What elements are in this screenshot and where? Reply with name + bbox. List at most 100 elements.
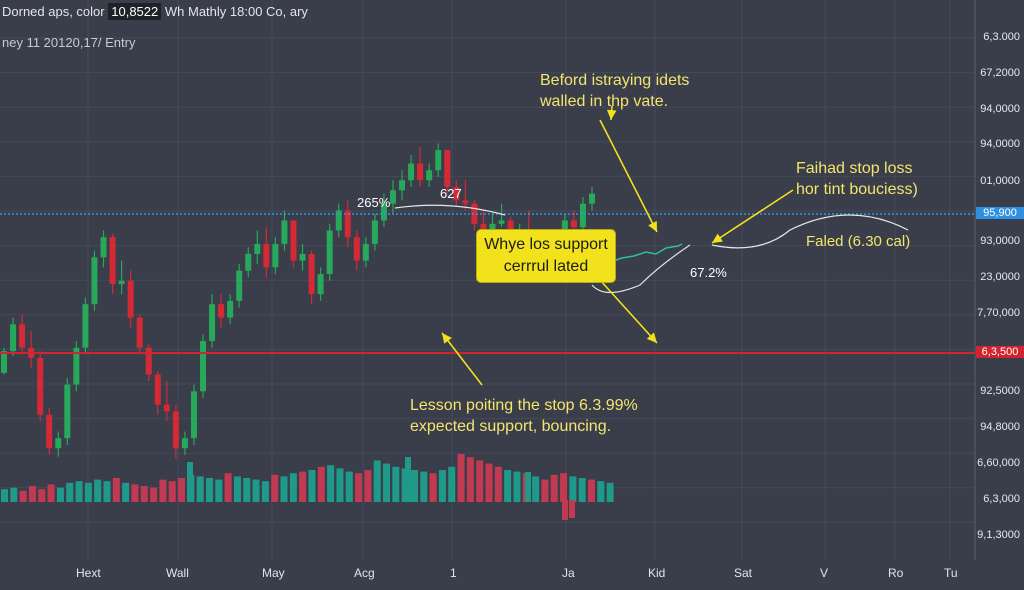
volume-bar xyxy=(364,470,372,502)
candle-body xyxy=(290,220,297,261)
volume-bar xyxy=(252,479,260,502)
volume-bar xyxy=(243,478,251,502)
candle-body xyxy=(426,170,433,181)
volume-bar xyxy=(56,487,64,502)
volume-bar xyxy=(122,482,130,502)
volume-bar xyxy=(532,476,540,502)
title-suffix: Wh Mathly 18:00 Co, ary xyxy=(164,4,308,19)
x-tick-label: 1 xyxy=(450,566,457,580)
y-tick-label: 67,2000 xyxy=(980,67,1020,79)
callout-line-2: cerrrul lated xyxy=(503,258,589,275)
volume-bar xyxy=(196,476,204,502)
bracket-curve xyxy=(394,204,506,216)
candle-body xyxy=(380,203,387,221)
volume-bar xyxy=(215,479,223,502)
candle-body xyxy=(263,243,270,268)
percent-peak-label: 627 xyxy=(440,186,462,201)
x-tick-label: Tu xyxy=(944,566,958,580)
top-annotation-line-1: Beford istraying idets xyxy=(540,72,690,89)
candle-body xyxy=(200,341,207,392)
arrow-head xyxy=(712,233,723,243)
volume-bar xyxy=(178,478,186,502)
volume-bar xyxy=(336,468,344,502)
candle-body xyxy=(145,347,152,375)
volume-bar xyxy=(438,470,446,502)
candle-body xyxy=(299,253,306,261)
candle-body xyxy=(344,210,351,238)
candle-body xyxy=(444,150,451,187)
bottom-annotation: Lesson poiting the stop 6.3.99% expected… xyxy=(410,395,638,437)
volume-bar xyxy=(466,457,474,502)
top-annotation: Beford istraying idets walled in thp vat… xyxy=(540,70,689,112)
candle-body xyxy=(46,414,53,449)
candle-body xyxy=(136,317,143,348)
candle-body xyxy=(317,274,324,295)
y-tick-label: 6,3,000 xyxy=(983,493,1020,505)
y-tick-label: 01,0000 xyxy=(980,175,1020,187)
candle-body xyxy=(236,270,243,301)
annotation-arrow xyxy=(441,332,483,386)
title-value-badge: 10,8522 xyxy=(108,3,162,20)
volume-bar xyxy=(569,500,575,518)
volume-bar xyxy=(19,490,27,502)
y-tick-label: 7,70,000 xyxy=(977,307,1020,319)
volume-bar xyxy=(224,473,232,502)
candle-body xyxy=(227,300,234,318)
x-tick-label: V xyxy=(820,566,829,580)
volume-bar xyxy=(84,482,92,502)
candle-body xyxy=(579,203,586,228)
candle-body xyxy=(462,200,469,204)
volume-bar xyxy=(578,478,586,502)
right-small-annotation: Faled (6.30 cal) xyxy=(806,233,911,250)
volume-bar xyxy=(205,478,213,502)
title-prefix: Dorned aps, color xyxy=(2,4,105,19)
y-tick-label: 93,0000 xyxy=(980,235,1020,247)
volume-bar xyxy=(299,471,307,502)
bottom-annotation-line-1: Lesson poiting the stop 6.3.99% xyxy=(410,397,638,414)
candle-body xyxy=(172,411,179,449)
volume-bar xyxy=(75,481,83,502)
y-tick-label: 6,3.000 xyxy=(983,31,1020,43)
candle-body xyxy=(435,150,442,171)
candle-body xyxy=(163,404,170,412)
bottom-annotation-line-2: expected support, bouncing. xyxy=(410,418,612,435)
volume-bar xyxy=(485,463,493,502)
y-tick-label: 6,60,000 xyxy=(977,457,1020,469)
volume-bar xyxy=(597,481,605,502)
candle-body xyxy=(118,280,125,285)
volume-bar xyxy=(373,460,381,502)
x-tick-label: Kid xyxy=(648,566,666,580)
volume-bar xyxy=(569,476,577,502)
candle-body xyxy=(389,190,396,204)
candle-body xyxy=(498,220,505,224)
candle-body xyxy=(127,280,134,318)
candle-body xyxy=(353,237,360,261)
candle-body xyxy=(453,186,460,201)
candle-body xyxy=(109,237,116,285)
volume-bar xyxy=(513,471,521,502)
candle-body xyxy=(362,243,369,261)
support-callout: Whye los support cerrrul lated xyxy=(476,229,616,283)
volume-bar xyxy=(168,481,176,502)
volume-bar xyxy=(150,487,158,502)
candle-body xyxy=(254,243,261,254)
bracket-curve xyxy=(591,244,691,294)
volume-bar xyxy=(131,484,139,502)
projection-line xyxy=(609,243,683,263)
candle-body xyxy=(371,220,378,244)
candle-body xyxy=(281,220,288,244)
candle-body xyxy=(471,203,478,224)
candle-body xyxy=(1,351,7,373)
volume-bar xyxy=(103,481,111,502)
annotation-arrow xyxy=(599,279,658,344)
volume-bar xyxy=(1,489,8,502)
current-price-badge: 95,900 xyxy=(976,207,1024,219)
y-tick-label: 94,0000 xyxy=(980,138,1020,150)
candle-body xyxy=(408,163,415,181)
volume-bar xyxy=(410,470,418,502)
arrow-head xyxy=(442,333,452,344)
arrow-head xyxy=(646,332,657,343)
bracket-curve xyxy=(711,214,909,249)
volume-bar xyxy=(588,479,596,502)
